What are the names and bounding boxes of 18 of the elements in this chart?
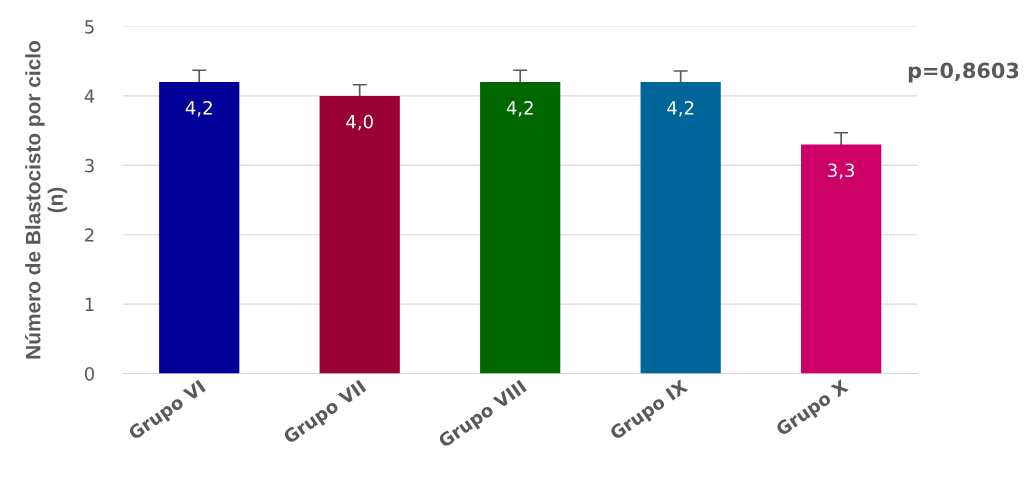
bar (480, 82, 561, 374)
y-axis-title: Número de Blastocisto por ciclo (n) (25, 41, 68, 359)
y-tick-label: 0 (84, 367, 95, 381)
bar (640, 82, 721, 374)
bar (319, 95, 400, 374)
y-tick-label: 3 (85, 158, 94, 173)
data-label: 3,3 (828, 163, 855, 179)
data-label: 4,0 (346, 114, 373, 131)
y-tick-label: 1 (85, 297, 94, 311)
y-tick-label: 5 (85, 20, 94, 34)
annotation: p=0,8603 (908, 62, 1019, 83)
y-tick-label: 4 (84, 89, 95, 103)
data-label: 4,2 (185, 100, 212, 117)
bar (801, 144, 882, 374)
data-label: 4,2 (506, 100, 533, 117)
y-tick-label: 2 (85, 228, 94, 242)
bar (159, 82, 240, 374)
data-label: 4,2 (667, 100, 694, 117)
